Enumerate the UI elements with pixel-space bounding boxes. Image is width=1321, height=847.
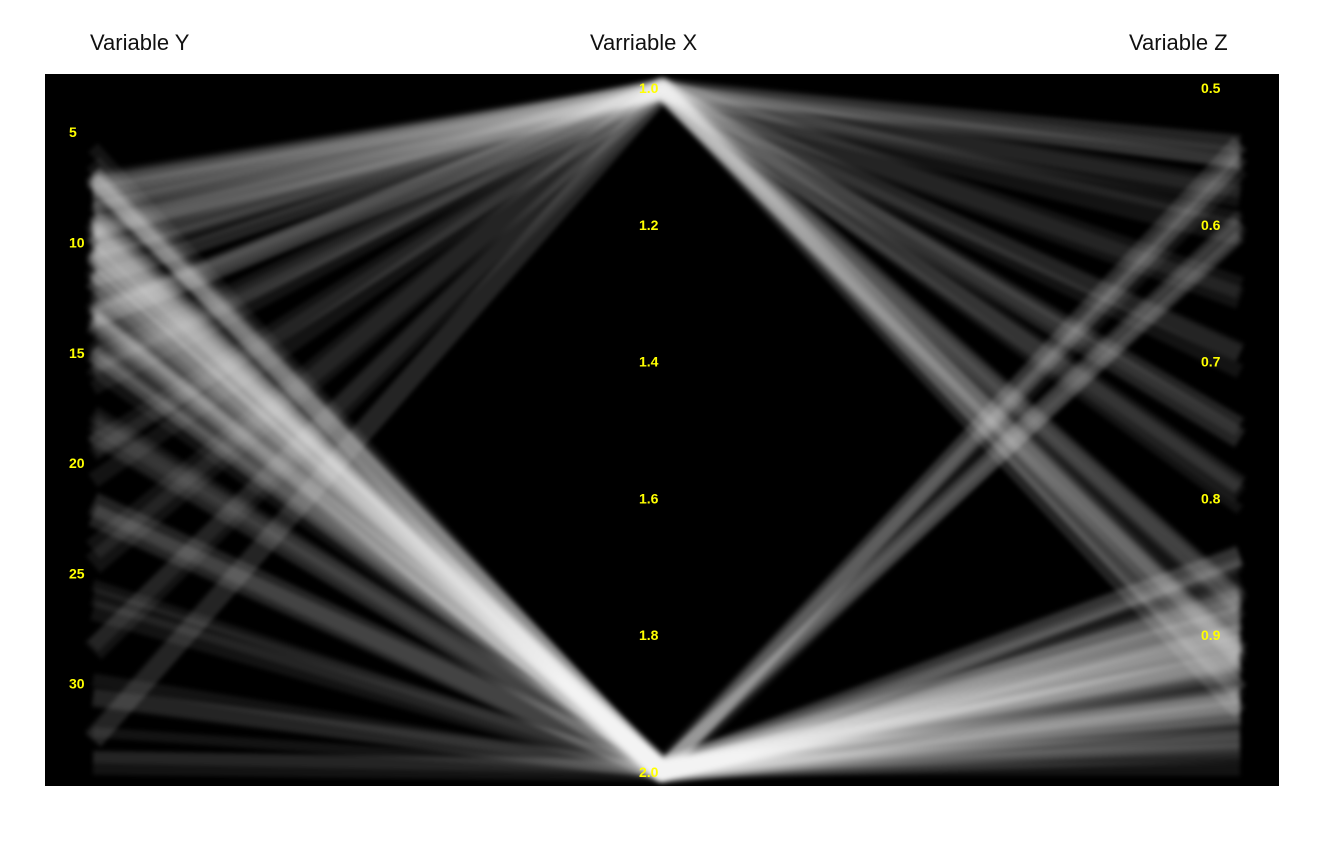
tick-label-y: 15 (69, 345, 85, 361)
tick-label-x: 1.2 (639, 217, 659, 233)
tick-label-z: 0.6 (1201, 217, 1221, 233)
polyline-layer (84, 76, 1249, 784)
tick-label-z: 0.9 (1201, 627, 1221, 643)
tick-label-x: 2.0 (639, 764, 659, 780)
tick-label-layer: 5 10 15 20 25 30 1.0 1.2 1.4 1.6 1.8 2.0 0.5 0.6 0.7 0.… (69, 80, 1221, 780)
tick-label-y: 20 (69, 455, 85, 471)
tick-label-x: 1.6 (639, 490, 659, 506)
axis-title-y: Variable Y (90, 30, 190, 55)
tick-label-x: 1.0 (639, 80, 659, 96)
tick-label-z: 0.5 (1201, 80, 1221, 96)
chart-canvas: 5 10 15 20 25 30 1.0 1.2 1.4 1.6 1.8 2.0 0.5 0.6 0.7 0.… (69, 76, 1249, 784)
tick-label-y: 25 (69, 565, 85, 581)
axis-title-z: Variable Z (1129, 30, 1228, 55)
tick-label-y: 10 (69, 235, 85, 251)
tick-label-z: 0.7 (1201, 354, 1221, 370)
parallel-coordinates-plot: 5 10 15 20 25 30 1.0 1.2 1.4 1.6 1.8 2.0 0.5 0.6 0.7 0.… (45, 74, 1279, 786)
tick-label-y: 5 (69, 124, 77, 140)
data-polyline (92, 750, 1241, 776)
tick-label-z: 0.8 (1201, 490, 1221, 506)
tick-label-y: 30 (69, 676, 85, 692)
tick-label-x: 1.4 (639, 354, 659, 370)
data-polyline (91, 78, 1246, 436)
axis-title-x: Varriable X (590, 30, 698, 55)
tick-label-x: 1.8 (639, 627, 659, 643)
